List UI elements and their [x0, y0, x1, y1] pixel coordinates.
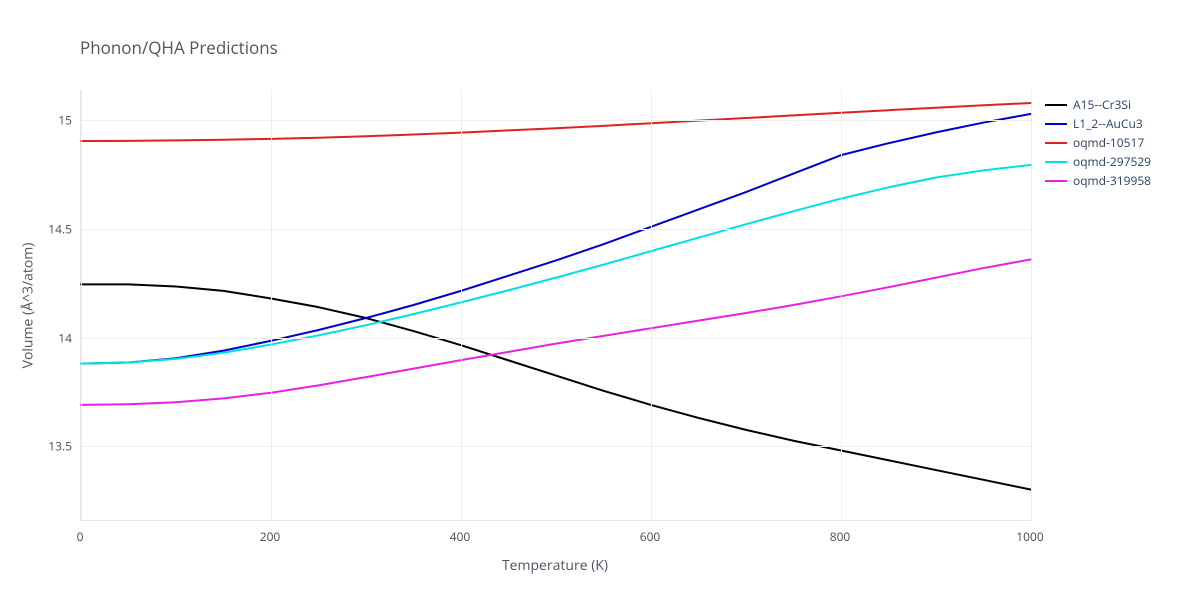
gridline-v	[271, 90, 272, 520]
series-line[interactable]	[81, 165, 1031, 364]
legend-item[interactable]: A15--Cr3Si	[1045, 95, 1151, 114]
legend: A15--Cr3Si L1_2--AuCu3 oqmd-10517 oqmd-2975…	[1045, 95, 1151, 190]
series-line[interactable]	[81, 114, 1031, 364]
x-tick-label: 200	[260, 528, 281, 545]
y-tick-label: 14	[58, 329, 72, 346]
y-tick-label: 13.5	[48, 438, 72, 455]
legend-item[interactable]: oqmd-10517	[1045, 133, 1151, 152]
legend-swatch	[1045, 104, 1067, 106]
x-tick-label: 600	[640, 528, 661, 545]
legend-item[interactable]: oqmd-319958	[1045, 171, 1151, 190]
gridline-h	[81, 446, 1031, 447]
line-layer	[81, 90, 1031, 520]
gridline-v	[81, 90, 82, 520]
legend-label: L1_2--AuCu3	[1073, 115, 1143, 132]
series-line[interactable]	[81, 103, 1031, 141]
legend-label: A15--Cr3Si	[1073, 96, 1131, 113]
x-tick-label: 1000	[1016, 528, 1043, 545]
plot-area[interactable]	[80, 90, 1031, 521]
gridline-v	[1031, 90, 1032, 520]
legend-label: oqmd-297529	[1073, 153, 1151, 170]
gridline-v	[841, 90, 842, 520]
legend-item[interactable]: L1_2--AuCu3	[1045, 114, 1151, 133]
gridline-h	[81, 229, 1031, 230]
gridline-v	[461, 90, 462, 520]
y-axis-label: Volume (Å^3/atom)	[18, 90, 38, 520]
series-line[interactable]	[81, 259, 1031, 405]
legend-swatch	[1045, 161, 1067, 163]
legend-item[interactable]: oqmd-297529	[1045, 152, 1151, 171]
chart-title: Phonon/QHA Predictions	[80, 36, 278, 59]
legend-swatch	[1045, 180, 1067, 182]
x-axis-label: Temperature (K)	[80, 556, 1030, 575]
gridline-h	[81, 338, 1031, 339]
y-tick-label: 14.5	[48, 220, 72, 237]
x-tick-label: 400	[450, 528, 471, 545]
y-tick-label: 15	[58, 112, 72, 129]
y-axis-label-text: Volume (Å^3/atom)	[19, 242, 38, 368]
gridline-h	[81, 120, 1031, 121]
gridline-v	[651, 90, 652, 520]
chart-container: Phonon/QHA Predictions Temperature (K) V…	[0, 0, 1200, 600]
legend-label: oqmd-10517	[1073, 134, 1144, 151]
x-tick-label: 0	[77, 528, 84, 545]
legend-swatch	[1045, 123, 1067, 125]
series-line[interactable]	[81, 284, 1031, 489]
x-tick-label: 800	[830, 528, 851, 545]
legend-swatch	[1045, 142, 1067, 144]
legend-label: oqmd-319958	[1073, 172, 1151, 189]
